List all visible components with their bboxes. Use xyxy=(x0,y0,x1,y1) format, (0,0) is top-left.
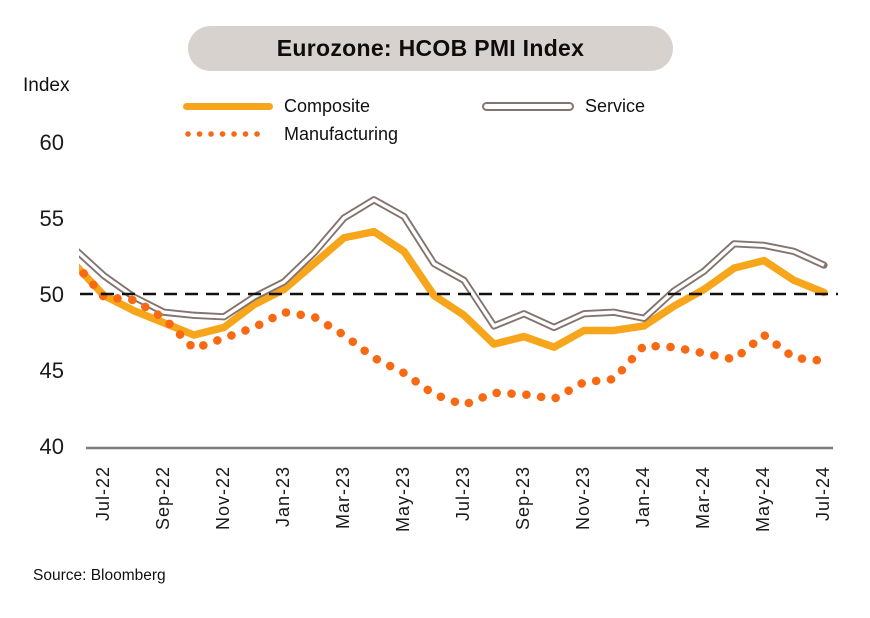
x-tick-label: Sep-23 xyxy=(513,466,533,530)
x-tick-label: May-24 xyxy=(753,466,773,532)
y-tick-label: 40 xyxy=(40,434,64,459)
x-tick-label: Jan-23 xyxy=(273,466,293,527)
service-line-swatch-icon xyxy=(482,101,574,111)
composite-line-swatch-icon xyxy=(183,102,273,110)
x-tick-label: Jul-22 xyxy=(93,466,113,521)
y-tick-label: 45 xyxy=(40,358,64,383)
x-tick-label: Sep-22 xyxy=(153,466,173,530)
x-tick-label: Mar-24 xyxy=(693,466,713,529)
x-tick-label: Nov-22 xyxy=(213,466,233,530)
x-tick-label: May-23 xyxy=(393,466,413,532)
legend-label-service: Service xyxy=(585,95,646,116)
manufacturing-series-dotted-line xyxy=(79,261,829,410)
x-tick-label: Jul-24 xyxy=(813,466,833,521)
composite-series-line xyxy=(79,227,828,351)
legend-label-composite: Composite xyxy=(284,95,371,116)
y-tick-label: 50 xyxy=(40,282,64,307)
y-tick-label: 55 xyxy=(40,206,64,231)
x-tick-label: Jan-24 xyxy=(633,466,653,527)
legend-item-composite: Composite xyxy=(183,96,370,116)
x-tick-label: Nov-23 xyxy=(573,466,593,530)
legend-label-manufacturing: Manufacturing xyxy=(284,123,399,144)
x-tick-label: Mar-23 xyxy=(333,466,353,529)
x-tick-label: Jul-23 xyxy=(453,466,473,521)
legend-item-manufacturing: Manufacturing xyxy=(183,124,398,144)
service-series-line-core xyxy=(79,198,825,330)
manufacturing-dotted-swatch-icon xyxy=(185,131,271,137)
y-axis-title: Index xyxy=(23,75,70,96)
chart-title-pill: Eurozone: HCOB PMI Index xyxy=(188,26,673,71)
chart-title: Eurozone: HCOB PMI Index xyxy=(276,35,585,61)
y-tick-label: 60 xyxy=(40,130,64,155)
legend-item-service: Service xyxy=(482,96,645,116)
source-label: Source: Bloomberg xyxy=(33,567,166,584)
